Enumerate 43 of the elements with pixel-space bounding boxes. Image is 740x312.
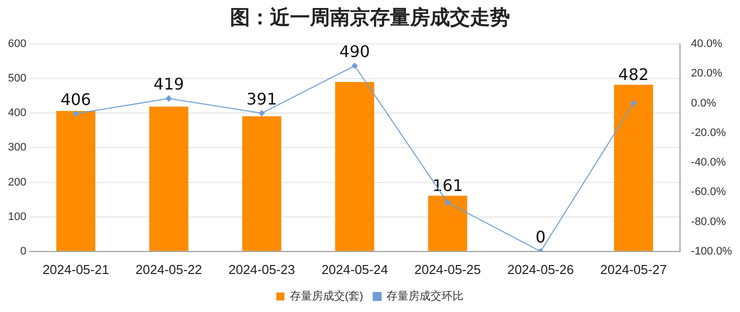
legend-label: 存量房成交(套) [290, 290, 364, 303]
y-tick-label: 600 [8, 38, 26, 50]
data-label: 406 [60, 90, 92, 109]
data-label: 391 [246, 89, 278, 108]
x-tick-label: 2024-05-21 [42, 262, 110, 277]
y2-tick-label: 40.0% [691, 38, 722, 50]
y2-tick-label: -20.0% [691, 126, 726, 139]
y-tick-label: 200 [8, 176, 26, 188]
y-tick-label: 0 [20, 245, 26, 258]
y2-tick-label: -100.0% [691, 245, 732, 258]
point [166, 96, 172, 102]
data-label: 419 [154, 74, 184, 94]
y-tick-label: 500 [8, 72, 26, 85]
y2-tick-label: -40.0% [691, 156, 726, 169]
legend-label: 存量房成交环比 [386, 290, 464, 303]
x-tick-label: 2024-05-26 [507, 262, 574, 277]
point [72, 110, 79, 117]
y2-tick-label: -60.0% [691, 186, 726, 198]
x-tick-label: 2024-05-25 [414, 262, 481, 277]
y2-tick-label: 20.0% [691, 68, 722, 80]
bar [242, 116, 282, 251]
y-tick-label: 300 [8, 142, 26, 154]
y-tick-label: 100 [8, 210, 26, 223]
bar [56, 111, 96, 251]
x-tick-label: 2024-05-23 [228, 262, 295, 277]
x-tick-label: 2024-05-22 [136, 262, 202, 277]
y2-tick-label: -80.0% [691, 216, 726, 228]
chart-title: 图：近一周南京存量房成交走势 [229, 4, 511, 31]
x-tick-label: 2024-05-24 [321, 262, 388, 277]
bar [428, 196, 468, 251]
bar [149, 106, 188, 251]
data-label: 0 [536, 228, 546, 247]
point [444, 200, 451, 206]
y2-tick-label: 0.0% [691, 97, 716, 110]
data-label: 482 [618, 64, 649, 84]
data-label: 490 [339, 42, 370, 61]
bar [335, 82, 374, 251]
y-tick-label: 400 [8, 107, 26, 120]
x-tick-label: 2024-05-27 [600, 262, 667, 277]
point [258, 110, 265, 116]
point [630, 100, 637, 106]
point [352, 62, 358, 69]
bar [614, 84, 654, 251]
